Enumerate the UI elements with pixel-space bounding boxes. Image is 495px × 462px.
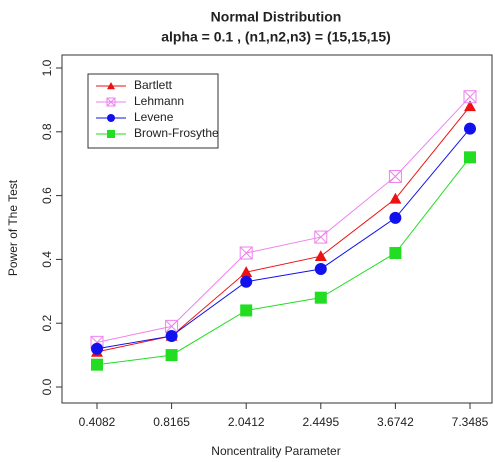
marker-cross — [165, 320, 178, 333]
marker-cross — [463, 90, 477, 104]
marker — [389, 247, 402, 260]
y-tick-label: 1.0 — [40, 59, 54, 76]
legend: Bartlett Lehmann Levene Brown-Frosythe — [87, 73, 219, 149]
plot-frame — [61, 54, 493, 404]
series — [91, 122, 476, 355]
marker — [464, 100, 476, 112]
marker-cross — [314, 230, 328, 244]
marker — [91, 342, 103, 355]
marker-box — [239, 246, 253, 260]
marker — [240, 304, 253, 317]
marker-box — [463, 90, 477, 104]
legend-label: Lehmann — [134, 94, 184, 108]
marker — [388, 169, 402, 183]
legend-label: Bartlett — [134, 78, 173, 92]
marker — [314, 262, 327, 275]
series — [91, 151, 476, 371]
marker-cross — [389, 170, 402, 183]
marker — [106, 97, 116, 107]
marker — [165, 349, 178, 362]
x-tick-label: 7.3485 — [452, 415, 489, 429]
x-tick-label: 0.4082 — [79, 415, 116, 429]
legend-label: Levene — [134, 110, 174, 124]
marker — [314, 291, 327, 304]
marker — [91, 358, 103, 371]
marker-box — [388, 169, 402, 183]
x-tick-label: 3.6742 — [377, 415, 414, 429]
y-tick-label: 0.8 — [40, 123, 54, 140]
x-tick-label: 2.4495 — [302, 415, 339, 429]
marker — [107, 130, 115, 138]
series-line — [96, 157, 471, 366]
marker-cross — [106, 97, 116, 107]
y-tick-label: 0.2 — [40, 315, 54, 332]
x-axis-label: Noncentrality Parameter — [211, 444, 340, 458]
marker — [389, 211, 402, 224]
x-tick-label: 0.8165 — [153, 415, 190, 429]
marker — [464, 122, 476, 135]
chart-title: Normal Distribution — [211, 9, 342, 25]
marker — [389, 192, 402, 204]
marker — [240, 275, 253, 288]
marker — [463, 90, 477, 104]
marker-box — [314, 230, 328, 244]
series-line — [96, 128, 471, 350]
y-tick-label: 0.6 — [40, 187, 54, 204]
marker — [165, 329, 178, 342]
marker — [239, 246, 253, 260]
legend-label: Brown-Frosythe — [134, 126, 219, 140]
marker — [314, 230, 328, 244]
series-line — [96, 96, 471, 343]
chart-subtitle: alpha = 0.1 , (n1,n2,n3) = (15,15,15) — [161, 29, 391, 45]
series-line — [96, 105, 471, 353]
y-axis-label: Power of The Test — [6, 179, 20, 276]
marker — [314, 250, 327, 262]
marker-box — [106, 97, 116, 107]
marker — [240, 266, 253, 277]
x-tick-label: 2.0412 — [228, 415, 265, 429]
marker — [107, 114, 115, 122]
y-tick-label: 0.4 — [40, 251, 54, 268]
marker — [464, 151, 476, 164]
marker-cross — [239, 246, 253, 260]
y-tick-label: 0.0 — [40, 378, 54, 395]
marker — [107, 82, 115, 90]
